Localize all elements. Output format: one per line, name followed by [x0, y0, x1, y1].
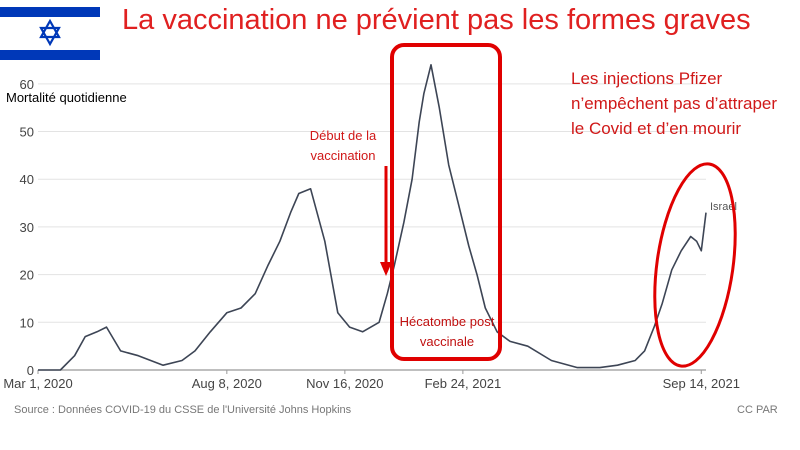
y-tick-label: 20	[20, 268, 34, 283]
x-tick-label: Feb 24, 2021	[425, 376, 502, 391]
series-line-israel	[38, 64, 707, 371]
y-tick-label: 40	[20, 172, 34, 187]
vaccination-start-line-2: vaccination	[310, 148, 376, 163]
vaccination-start-line-1: Début de la	[309, 128, 377, 143]
vaccination-arrow-head	[380, 262, 392, 276]
y-tick-label: 0	[27, 363, 34, 378]
slide-title: La vaccination ne prévient pas les forme…	[122, 4, 751, 36]
y-axis-label: Mortalité quotidienne	[6, 90, 127, 105]
x-tick-label: Sep 14, 2021	[663, 376, 740, 391]
source-citation: Source : Données COVID-19 du CSSE de l'U…	[14, 404, 352, 416]
note-line-3: le Covid et d’en mourir	[571, 119, 742, 138]
series-label-israel: Israel	[710, 201, 737, 213]
annotation-note: Les injections Pfizer n’empêchent pas d’…	[571, 66, 777, 141]
vaccination-start-annotation: Début de la vaccination	[300, 126, 386, 166]
x-tick-label: Mar 1, 2020	[3, 376, 72, 391]
x-tick-label: Aug 8, 2020	[192, 376, 262, 391]
credit-label: CC PAR	[737, 404, 778, 416]
y-tick-label: 30	[20, 220, 34, 235]
y-tick-label: 50	[20, 125, 34, 140]
y-tick-label: 60	[20, 77, 34, 92]
hecatombe-line-1: Hécatombe post	[399, 314, 495, 329]
x-tick-label: Nov 16, 2020	[306, 376, 383, 391]
highlight-recent-ellipse	[653, 162, 737, 368]
y-tick-label: 10	[20, 315, 34, 330]
hecatombe-line-2: vaccinale	[419, 334, 475, 349]
hecatombe-annotation: Hécatombe post vaccinale	[394, 312, 500, 352]
note-line-1: Les injections Pfizer	[571, 69, 723, 88]
note-line-2: n’empêchent pas d’attraper	[571, 94, 778, 113]
highlight-peak-box	[390, 43, 502, 361]
israel-flag-icon	[0, 0, 100, 67]
